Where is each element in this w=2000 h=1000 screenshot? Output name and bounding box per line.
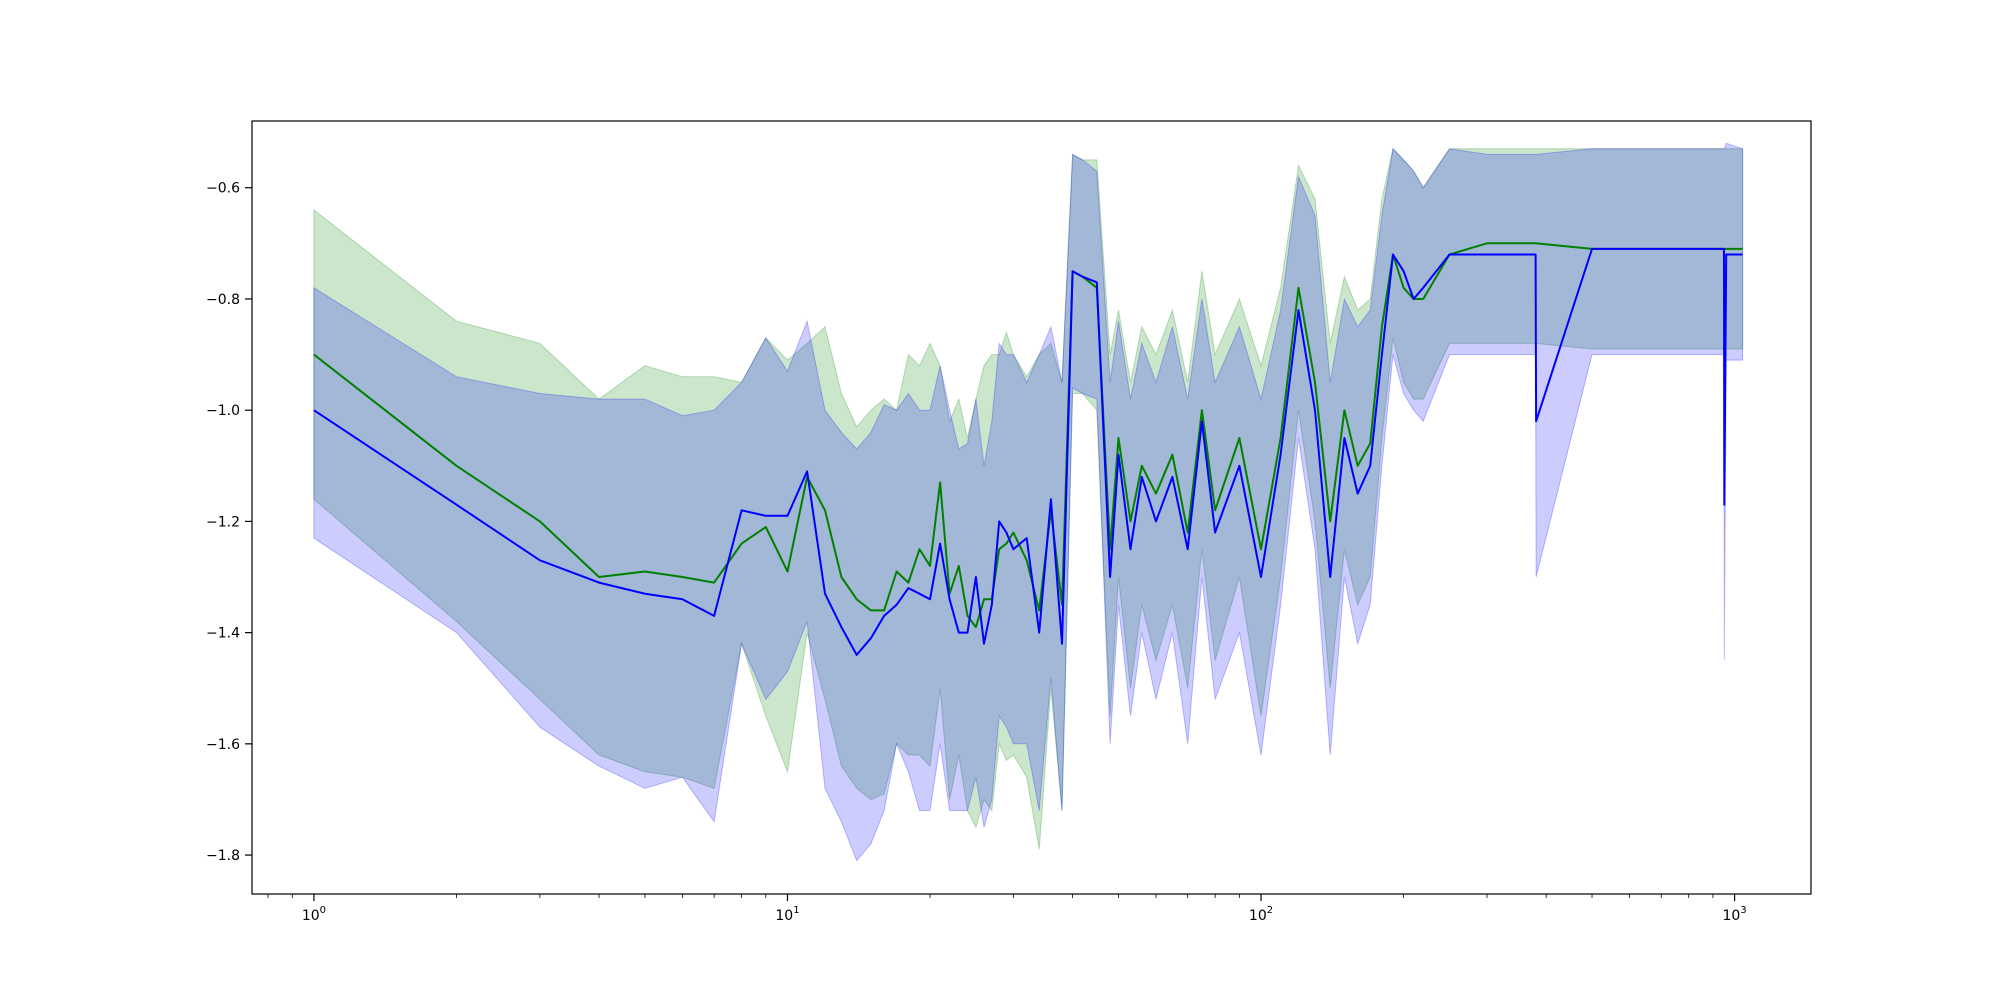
series-0-line bbox=[313, 242, 1743, 629]
y-tick-label: −1.8 bbox=[206, 848, 240, 864]
x-axis: 100 101 102 103 bbox=[267, 894, 1747, 924]
x-tick-label: 103 bbox=[1722, 905, 1746, 924]
plot-frame bbox=[251, 120, 1812, 895]
x-tick-label: 102 bbox=[1249, 905, 1273, 924]
y-tick-label: −1.2 bbox=[206, 514, 240, 530]
series-lines bbox=[313, 242, 1743, 656]
x-tick-label: 100 bbox=[302, 905, 326, 924]
y-tick-label: −0.8 bbox=[206, 292, 240, 308]
y-tick-label: −1.6 bbox=[206, 737, 240, 753]
y-tick-label: −1.4 bbox=[206, 626, 240, 642]
y-tick-label: −0.6 bbox=[206, 181, 240, 197]
y-axis: −0.6 −0.8 −1.0 −1.2 −1.4 −1.6 −1.8 bbox=[206, 181, 252, 864]
x-tick-label: 101 bbox=[775, 905, 799, 924]
series-1-line bbox=[313, 247, 1743, 656]
y-tick-label: −1.0 bbox=[206, 403, 240, 419]
